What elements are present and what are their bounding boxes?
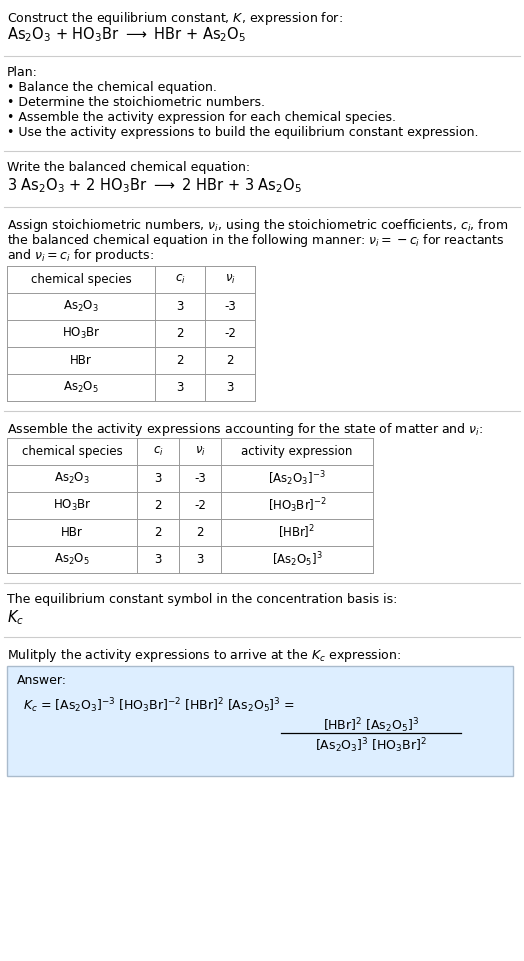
Text: As$_2$O$_3$: As$_2$O$_3$ [54,471,90,486]
Text: HBr: HBr [70,354,92,367]
Text: HO$_3$Br: HO$_3$Br [62,326,101,341]
Text: 2: 2 [176,327,184,340]
Text: the balanced chemical equation in the following manner: $\nu_i = -c_i$ for react: the balanced chemical equation in the fo… [7,232,505,249]
Text: • Determine the stoichiometric numbers.: • Determine the stoichiometric numbers. [7,96,265,109]
Text: Answer:: Answer: [17,674,67,687]
Text: and $\nu_i = c_i$ for products:: and $\nu_i = c_i$ for products: [7,247,154,264]
Text: 3: 3 [154,553,162,566]
Text: [As$_2$O$_5$]$^3$: [As$_2$O$_5$]$^3$ [271,550,322,569]
Text: activity expression: activity expression [242,445,353,458]
Text: The equilibrium constant symbol in the concentration basis is:: The equilibrium constant symbol in the c… [7,593,397,606]
Bar [7,438,373,573]
Text: -3: -3 [194,472,206,485]
Text: [HBr]$^2$: [HBr]$^2$ [278,524,315,541]
Text: [HBr]$^2$ [As$_2$O$_5$]$^3$: [HBr]$^2$ [As$_2$O$_5$]$^3$ [323,716,419,735]
Text: HO$_3$Br: HO$_3$Br [52,498,91,513]
Text: As$_2$O$_3$ + HO$_3$Br $\longrightarrow$ HBr + As$_2$O$_5$: As$_2$O$_3$ + HO$_3$Br $\longrightarrow$… [7,25,246,43]
Text: As$_2$O$_5$: As$_2$O$_5$ [54,552,90,567]
Text: Assemble the activity expressions accounting for the state of matter and $\nu_i$: Assemble the activity expressions accoun… [7,421,483,438]
Text: As$_2$O$_3$: As$_2$O$_3$ [63,299,99,314]
Text: 3: 3 [176,300,184,313]
Text: [As$_2$O$_3$]$^{-3}$: [As$_2$O$_3$]$^{-3}$ [268,469,326,488]
FancyBboxPatch shape [7,666,513,776]
Text: -2: -2 [224,327,236,340]
Text: 2: 2 [176,354,184,367]
Text: chemical species: chemical species [30,273,132,286]
Text: 3: 3 [154,472,162,485]
Text: As$_2$O$_5$: As$_2$O$_5$ [63,380,99,395]
Text: chemical species: chemical species [21,445,123,458]
Text: 2: 2 [154,499,162,512]
Text: 3: 3 [196,553,204,566]
Text: Write the balanced chemical equation:: Write the balanced chemical equation: [7,161,250,174]
Text: $c_i$: $c_i$ [152,445,163,458]
Text: • Use the activity expressions to build the equilibrium constant expression.: • Use the activity expressions to build … [7,126,478,139]
Text: HBr: HBr [61,526,83,539]
Text: $K_c$ = [As$_2$O$_3$]$^{-3}$ [HO$_3$Br]$^{-2}$ [HBr]$^2$ [As$_2$O$_5$]$^3$ =: $K_c$ = [As$_2$O$_3$]$^{-3}$ [HO$_3$Br]$… [23,696,295,715]
Text: • Balance the chemical equation.: • Balance the chemical equation. [7,81,217,94]
Text: Assign stoichiometric numbers, $\nu_i$, using the stoichiometric coefficients, $: Assign stoichiometric numbers, $\nu_i$, … [7,217,508,234]
Text: Construct the equilibrium constant, $K$, expression for:: Construct the equilibrium constant, $K$,… [7,10,343,27]
Text: 3: 3 [226,381,234,394]
Text: -3: -3 [224,300,236,313]
Text: [As$_2$O$_3$]$^3$ [HO$_3$Br]$^2$: [As$_2$O$_3$]$^3$ [HO$_3$Br]$^2$ [315,736,427,754]
Text: 3: 3 [176,381,184,394]
Text: -2: -2 [194,499,206,512]
Text: 2: 2 [226,354,234,367]
Text: Mulitply the activity expressions to arrive at the $K_c$ expression:: Mulitply the activity expressions to arr… [7,647,401,664]
Text: $\nu_i$: $\nu_i$ [225,273,235,286]
Text: $\nu_i$: $\nu_i$ [194,445,205,458]
Text: 3 As$_2$O$_3$ + 2 HO$_3$Br $\longrightarrow$ 2 HBr + 3 As$_2$O$_5$: 3 As$_2$O$_3$ + 2 HO$_3$Br $\longrightar… [7,176,302,195]
Text: [HO$_3$Br]$^{-2}$: [HO$_3$Br]$^{-2}$ [268,496,326,515]
Text: Plan:: Plan: [7,66,38,79]
Text: 2: 2 [196,526,204,539]
Text: $K_c$: $K_c$ [7,608,24,627]
Text: 2: 2 [154,526,162,539]
Bar [7,266,255,401]
Text: • Assemble the activity expression for each chemical species.: • Assemble the activity expression for e… [7,111,396,124]
Text: $c_i$: $c_i$ [174,273,185,286]
